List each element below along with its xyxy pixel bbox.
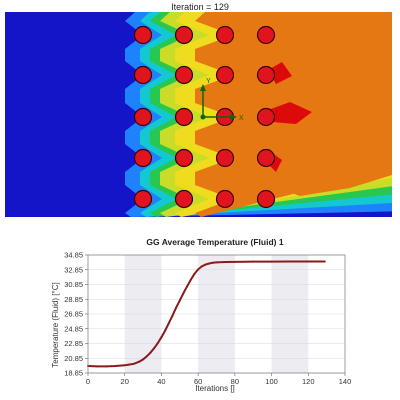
- data-point: [307, 260, 310, 263]
- x-tick-label: 20: [121, 377, 129, 386]
- y-tick-labels: 18.85 20.85 22.85 24.85 26.85 28.85 30.85 32.85…: [64, 251, 88, 378]
- tube-r2-c1: [133, 65, 153, 85]
- data-point: [164, 329, 167, 332]
- tube-r3-c2: [174, 107, 194, 127]
- data-point: [204, 263, 207, 266]
- tube-r5-c4: [256, 189, 276, 209]
- coordinate-triad-icon: Y X: [200, 78, 244, 122]
- tube-r1-c2: [174, 25, 194, 45]
- y-tick-label: 32.85: [64, 265, 83, 274]
- data-point: [200, 265, 203, 268]
- x-tick-label: 140: [339, 377, 352, 386]
- tube-r3-c4: [256, 107, 276, 127]
- x-tick-labels: 0 20 40 60 80 100 120 140: [86, 373, 351, 386]
- data-point: [208, 262, 211, 265]
- x-tick-label: 60: [194, 377, 202, 386]
- data-point: [252, 260, 255, 263]
- tube-r4-c2: [174, 148, 194, 168]
- y-tick-label: 34.85: [64, 251, 83, 260]
- data-point: [215, 261, 218, 264]
- triad-origin: [200, 114, 206, 120]
- y-tick-label: 20.85: [64, 354, 83, 363]
- data-point: [156, 342, 159, 345]
- tube-r1-c1: [133, 25, 153, 45]
- tube-r4-c1: [133, 148, 153, 168]
- tube-r1-c3: [215, 25, 235, 45]
- x-tick-label: 40: [157, 377, 165, 386]
- y-tick-label: 30.85: [64, 280, 83, 289]
- tube-r5-c3: [215, 189, 235, 209]
- data-point: [149, 351, 152, 354]
- tube-r5-c2: [174, 189, 194, 209]
- data-point: [171, 314, 174, 317]
- x-tick-label: 120: [302, 377, 315, 386]
- triad-x-label: X: [239, 115, 244, 122]
- data-point: [160, 336, 163, 339]
- chart-panel: GG Average Temperature (Fluid) 1 0 20 40 60…: [0, 230, 400, 400]
- data-point: [186, 285, 189, 288]
- region-hottest-center: [268, 102, 312, 124]
- tube-r5-c1: [133, 189, 153, 209]
- data-point: [167, 322, 170, 325]
- temperature-contours: [5, 12, 392, 217]
- temperature-chart[interactable]: GG Average Temperature (Fluid) 1 0 20 40 60…: [0, 230, 400, 400]
- tube-r2-c3: [215, 65, 235, 85]
- data-point: [189, 278, 192, 281]
- data-point: [105, 365, 108, 368]
- simulation-view[interactable]: Y X Iteration = 129: [0, 0, 400, 222]
- data-point: [175, 306, 178, 309]
- x-tick-label: 100: [265, 377, 278, 386]
- data-point: [132, 362, 135, 365]
- tube-r1-c4: [256, 25, 276, 45]
- data-point: [323, 260, 326, 263]
- data-point: [197, 268, 200, 271]
- data-point: [145, 355, 148, 358]
- tube-r3-c1: [133, 107, 153, 127]
- tube-bank: [133, 25, 276, 209]
- data-point: [182, 291, 185, 294]
- iteration-label: Iteration = 129: [171, 2, 229, 12]
- tube-r4-c4: [256, 148, 276, 168]
- data-point: [178, 299, 181, 302]
- x-tick-label: 80: [231, 377, 239, 386]
- data-point: [211, 261, 214, 264]
- data-point: [96, 365, 99, 368]
- data-point: [153, 347, 156, 350]
- data-point: [142, 358, 145, 361]
- tube-r4-c3: [215, 148, 235, 168]
- y-tick-label: 26.85: [64, 310, 83, 319]
- triad-x-arrow: [230, 114, 237, 120]
- triad-y-arrow: [200, 84, 206, 91]
- data-point: [193, 272, 196, 275]
- tube-r2-c2: [174, 65, 194, 85]
- y-tick-label: 22.85: [64, 339, 83, 348]
- x-tick-label: 0: [86, 377, 90, 386]
- data-point: [288, 260, 291, 263]
- y-tick-label: 28.85: [64, 295, 83, 304]
- data-point: [138, 360, 141, 363]
- x-axis-label: Iterations []: [195, 384, 235, 393]
- tube-r2-c4: [256, 65, 276, 85]
- triad-y-label: Y: [206, 78, 211, 85]
- data-point: [114, 364, 117, 367]
- chart-title: GG Average Temperature (Fluid) 1: [146, 237, 283, 247]
- data-point: [224, 261, 227, 264]
- series-layer: [87, 260, 326, 368]
- temperature-contour-plot[interactable]: Y X: [0, 0, 400, 222]
- data-point: [270, 260, 273, 263]
- y-tick-label: 24.85: [64, 324, 83, 333]
- data-point: [123, 364, 126, 367]
- data-point: [233, 260, 236, 263]
- y-tick-label: 18.85: [64, 369, 83, 378]
- y-axis-label: Temperature (Fluid) [°C]: [51, 282, 60, 367]
